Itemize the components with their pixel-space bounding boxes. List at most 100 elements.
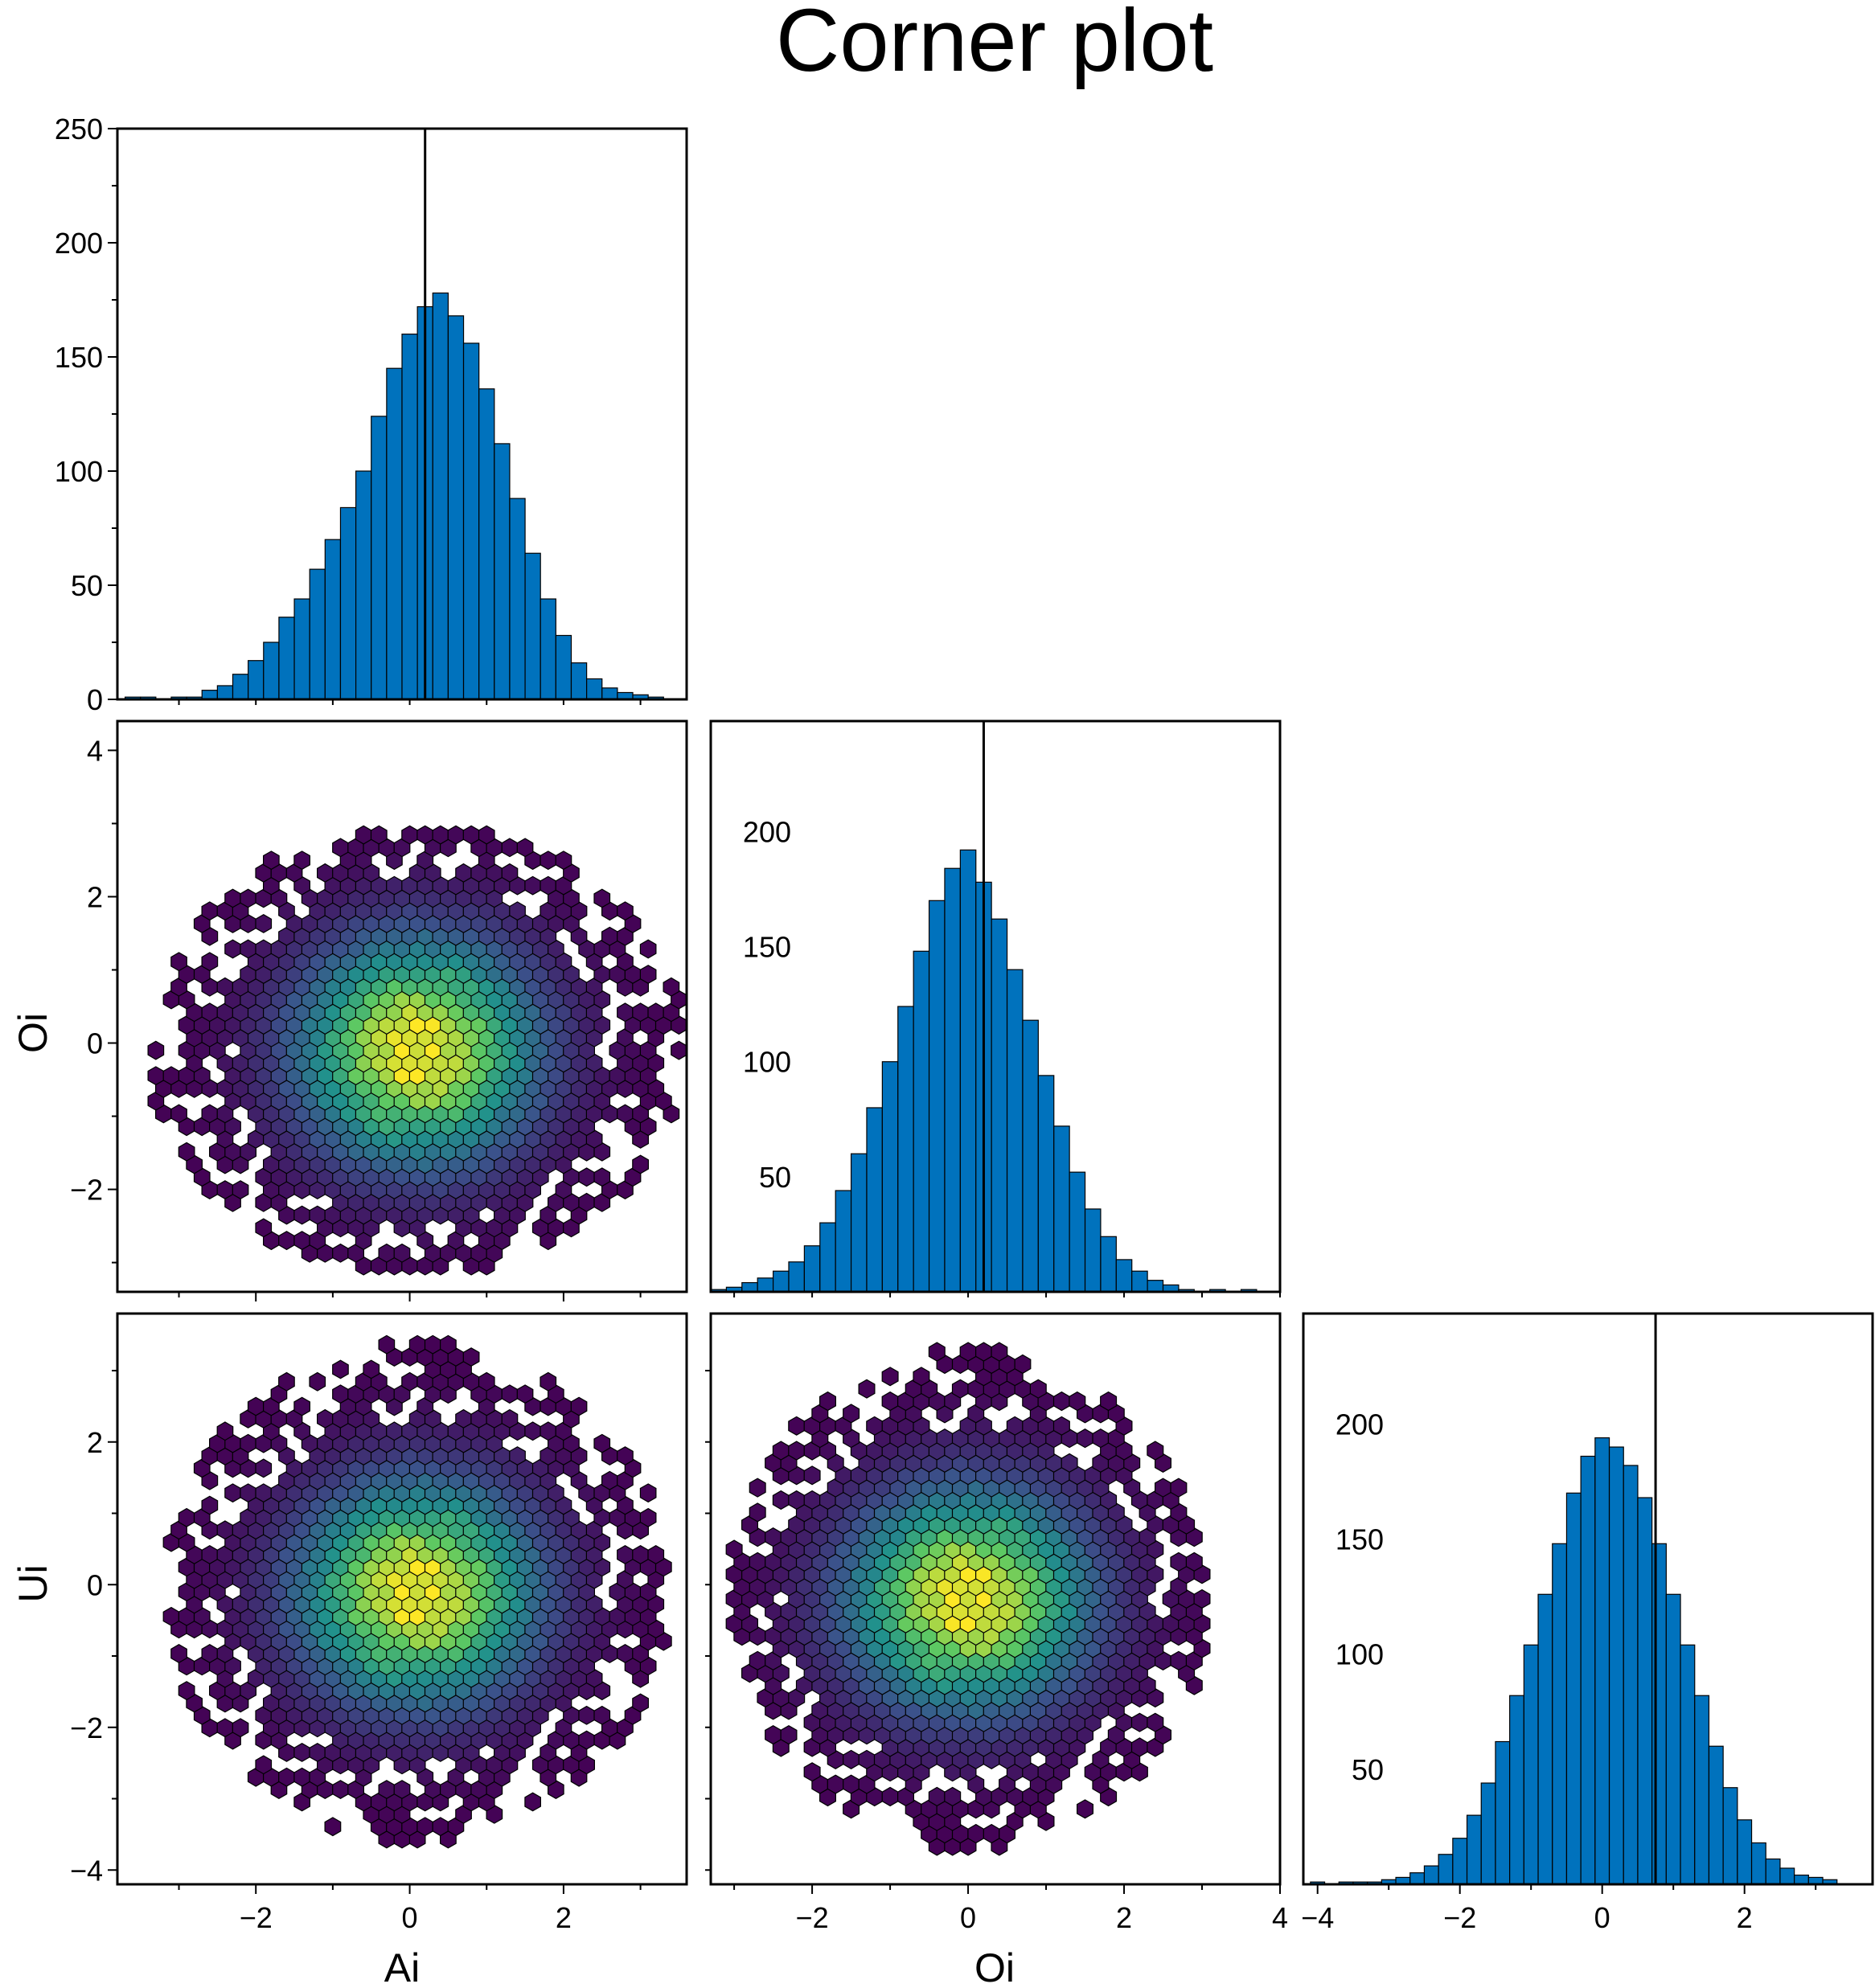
hexbin-cell <box>593 1705 611 1725</box>
hexbin-cell <box>524 1792 542 1812</box>
hexbin-cell <box>293 851 310 871</box>
hexbin-cell <box>749 1478 766 1498</box>
hexbin-cell <box>578 1192 596 1212</box>
hexbin-cell <box>843 1404 860 1424</box>
histogram-bar <box>216 685 234 700</box>
hexbin-cell <box>663 977 680 997</box>
hexbin-Ai-Ui: −4 −2 0 2 −2 0 2 <box>70 1312 688 1934</box>
hex-y-tick-label: 2 <box>87 880 103 913</box>
histogram-bar <box>866 1107 883 1293</box>
histogram-bar <box>263 641 280 700</box>
hexbin-cell <box>749 1502 766 1523</box>
hexbin-cell <box>540 851 557 871</box>
histogram-bar <box>232 674 249 700</box>
histogram-bar <box>1637 1497 1653 1885</box>
y-axis-label-2: Oi <box>10 1013 55 1053</box>
hexbin-cell <box>393 1243 411 1263</box>
hist-x-tick-label: 0 <box>1594 1901 1610 1934</box>
hexbin-cell <box>524 875 542 896</box>
hexbin-cell <box>593 1167 611 1187</box>
hexbin-cell <box>881 1367 899 1387</box>
histogram-bar <box>555 634 572 700</box>
panels: 0501001502002505010015020050100150200−4−… <box>55 113 1874 1934</box>
hexbin-cell <box>617 1644 634 1663</box>
hexbin-cell <box>803 1465 821 1486</box>
hexbin-cell <box>370 825 388 845</box>
hexbin-cell <box>647 1002 665 1023</box>
hexbin-cell <box>632 1545 650 1564</box>
histogram-bar <box>1131 1270 1148 1293</box>
hexbin-cell <box>765 1527 782 1547</box>
hexbin-frame <box>709 1312 1282 1886</box>
hexbin-cell <box>278 1231 295 1251</box>
hist-y-tick-label: 200 <box>1335 1408 1384 1441</box>
hexbin-cell <box>1061 1453 1078 1473</box>
chart-title: Corner plot <box>776 0 1213 90</box>
hex-x-tick-label: 0 <box>402 1901 418 1934</box>
histogram-bar <box>586 678 603 700</box>
histogram-bar <box>1480 1782 1496 1885</box>
hexbin-cell <box>293 1205 310 1225</box>
hist-y-tick-label: 50 <box>71 569 103 602</box>
hexbin-cell <box>501 838 519 858</box>
hexbin-cell <box>1069 1391 1086 1412</box>
hexbin-cell <box>240 939 256 959</box>
hexbin-cell <box>416 825 434 845</box>
hexbin-cell <box>462 825 480 845</box>
hexbin-cell <box>309 1205 326 1225</box>
hexbin-cell <box>1170 1478 1188 1498</box>
histogram-bar <box>741 1281 758 1293</box>
hexbin-cell <box>147 1040 165 1060</box>
hist-y-tick-label: 100 <box>743 1046 791 1079</box>
histogram-bar <box>355 470 372 700</box>
histogram-bar <box>601 687 618 700</box>
hexbin-cell <box>240 1433 256 1453</box>
hexbin-cell <box>639 939 657 959</box>
hex-x-tick-label: 4 <box>1272 1901 1288 1934</box>
hex-y-tick-label: −2 <box>70 1174 103 1207</box>
y-axis-label-3: Ui <box>10 1564 55 1602</box>
histogram-bar <box>509 498 526 700</box>
hexbin-cell <box>1130 1712 1148 1732</box>
hexbin-cell <box>749 1650 766 1670</box>
hexbin-cell <box>432 825 449 845</box>
histogram-bar <box>1608 1446 1624 1885</box>
hexbin-cell <box>501 1384 519 1404</box>
histogram-bar <box>1765 1858 1781 1885</box>
hexbin-cell <box>593 1433 611 1453</box>
hexbin-cell <box>788 1490 806 1510</box>
histogram-bar <box>913 950 930 1293</box>
hexbin-cell <box>1076 1799 1094 1819</box>
histogram-bar <box>959 849 977 1293</box>
hexbin-cell <box>1130 1737 1148 1757</box>
hexbin-cell <box>216 1718 234 1738</box>
hexbin-cell <box>401 1371 418 1392</box>
histogram-Oi: 50 100 150 200 <box>709 719 1282 1297</box>
hist-y-tick-label: 150 <box>55 341 103 374</box>
hexbin-cell <box>725 1539 743 1560</box>
hexbin-cell <box>881 1391 899 1412</box>
hex-y-tick-label: 2 <box>87 1426 103 1459</box>
hexbin-cell <box>424 1334 441 1355</box>
hexbin-Oi-Ui: −2 0 2 4 <box>705 1312 1288 1934</box>
hist-x-tick-label: −4 <box>1301 1901 1334 1934</box>
hex-x-tick-label: −2 <box>240 1901 273 1934</box>
hexbin-cell <box>788 1416 806 1436</box>
hexbin-cell <box>632 1154 650 1174</box>
histogram-bar <box>928 900 946 1293</box>
hexbin-cell <box>647 1545 665 1564</box>
hexbin-cell <box>224 939 241 959</box>
hexbin-cell <box>232 1718 249 1738</box>
hexbin-cell <box>928 1342 946 1362</box>
hexbin-cell <box>843 1749 860 1769</box>
hexbin-cell <box>162 1606 180 1626</box>
hexbin-cell <box>632 1002 650 1023</box>
hexbin-cell <box>255 1218 273 1238</box>
hexbin-cell <box>255 914 273 933</box>
hexbin-cell <box>201 1104 219 1124</box>
histogram-bar <box>1423 1865 1439 1885</box>
hexbin-cell <box>944 1786 962 1807</box>
hexbin-cell <box>401 825 418 845</box>
histogram-bar <box>1565 1492 1582 1885</box>
